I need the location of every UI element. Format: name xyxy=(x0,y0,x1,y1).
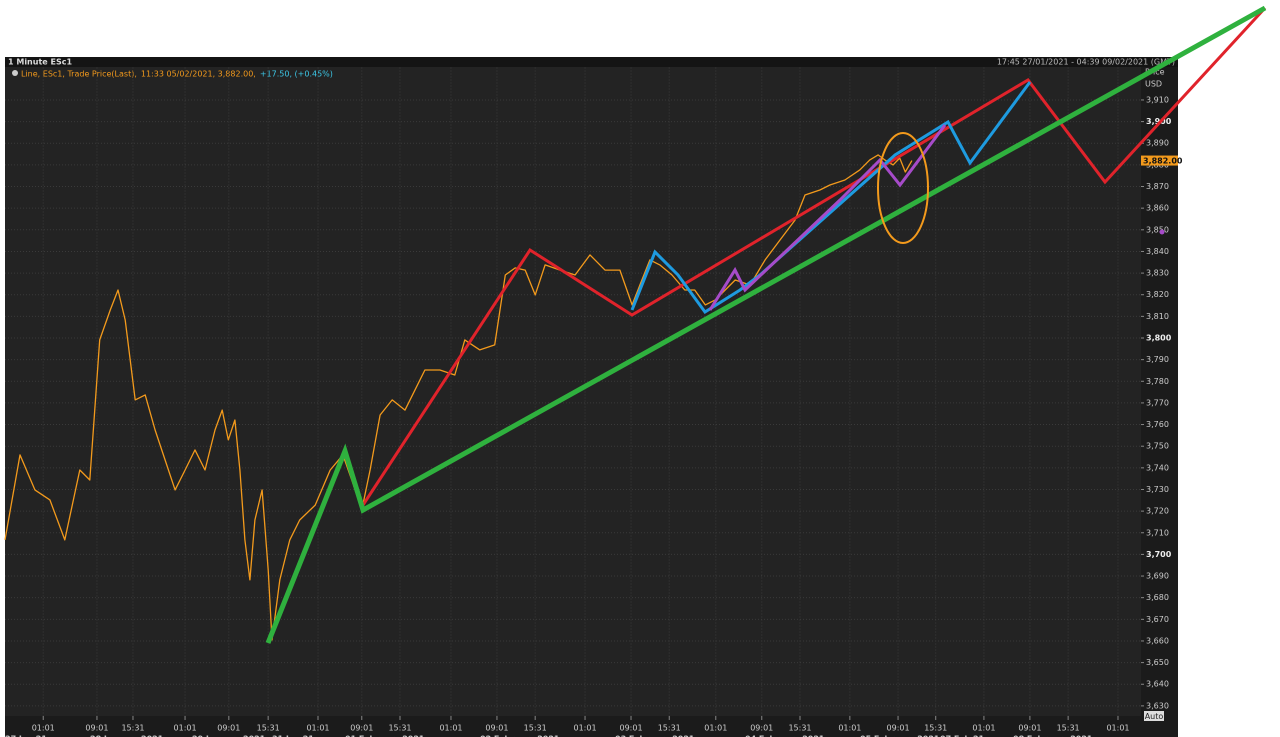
last-price-tag xyxy=(1141,155,1178,166)
time-axis-panel xyxy=(5,716,1141,737)
legend-entry[interactable]: Line, ESc1, Trade Price(Last), xyxy=(21,70,137,79)
x-tick-label: 01:01 xyxy=(306,724,329,733)
legend-change: +17.50, (+0.45%) xyxy=(260,70,333,79)
y-tick-label: 3,720 xyxy=(1146,507,1169,516)
date-label: 03 February 2021 xyxy=(615,735,695,737)
y-tick-label: 3,820 xyxy=(1146,290,1169,299)
y-tick-label: 3,740 xyxy=(1146,463,1169,472)
y-tick-label: 3,760 xyxy=(1146,420,1169,429)
x-tick-label: 15:31 xyxy=(1057,724,1080,733)
date-label: 04 February 2021 xyxy=(745,735,825,737)
y-tick-label: 3,790 xyxy=(1146,355,1169,364)
date-label: 02 February 2021 xyxy=(480,735,560,737)
y-tick-label: 3,840 xyxy=(1146,247,1169,256)
date-label: 08 February 2021 xyxy=(1013,735,1093,737)
date-label: 01 February 2021 xyxy=(345,735,425,737)
x-tick-label: 09:01 xyxy=(1018,724,1041,733)
x-tick-label: 09:01 xyxy=(887,724,910,733)
annotation-purple xyxy=(708,124,947,311)
annotation-ellipse xyxy=(877,132,929,244)
y-tick-label: 3,670 xyxy=(1146,615,1169,624)
price-axis-panel xyxy=(1141,67,1178,737)
last-price-label: 3,882.00 xyxy=(1143,157,1183,166)
x-tick-label: 01:01 xyxy=(574,724,597,733)
time-range: 17:45 27/01/2021 - 04:39 09/02/2021 (GMT… xyxy=(997,58,1175,67)
x-tick-label: 09:01 xyxy=(485,724,508,733)
x-tick-label: 01:01 xyxy=(439,724,462,733)
annotation-green xyxy=(265,5,1267,644)
x-tick-label: 09:01 xyxy=(750,724,773,733)
x-tick-label: 15:31 xyxy=(788,724,811,733)
legend-icon xyxy=(12,70,18,76)
x-tick-label: 09:01 xyxy=(217,724,240,733)
y-tick-label: 3,660 xyxy=(1146,636,1169,645)
y-tick-label: 3,690 xyxy=(1146,572,1169,581)
y-tick-label: 3,810 xyxy=(1146,312,1169,321)
y-tick-label: 3,870 xyxy=(1146,182,1169,191)
annotation-red xyxy=(361,6,1267,506)
scale-mode[interactable]: Auto xyxy=(1145,712,1164,721)
x-tick-label: 09:01 xyxy=(350,724,373,733)
header-bar xyxy=(5,57,1178,67)
date-label: 28 January 2021 xyxy=(90,735,164,737)
y-tick-label: 3,770 xyxy=(1146,398,1169,407)
y-tick-label: 3,750 xyxy=(1146,442,1169,451)
date-label: 07 Feb 21 xyxy=(940,735,985,737)
x-tick-label: 15:31 xyxy=(121,724,144,733)
y-tick-label: 3,730 xyxy=(1146,485,1169,494)
x-tick-label: 01:01 xyxy=(32,724,55,733)
annotation-blue xyxy=(630,81,1032,315)
y-tick-label: 3,860 xyxy=(1146,204,1169,213)
y-tick-label: 3,710 xyxy=(1146,528,1169,537)
y-tick-label: 3,680 xyxy=(1146,593,1169,602)
x-tick-label: 01:01 xyxy=(174,724,197,733)
x-tick-label: 09:01 xyxy=(85,724,108,733)
chart-title: 1 Minute ESc1 xyxy=(8,58,72,67)
y-axis-unit: USD xyxy=(1145,80,1162,89)
chart-panel xyxy=(5,57,1178,737)
x-tick-label: 15:31 xyxy=(924,724,947,733)
x-tick-label: 09:01 xyxy=(619,724,642,733)
x-tick-label: 15:31 xyxy=(257,724,280,733)
y-tick-label: 3,850 xyxy=(1146,225,1169,234)
date-label: 27 Jan 21 xyxy=(5,735,47,737)
scale-mode-box[interactable] xyxy=(1144,711,1164,721)
y-tick-label: 3,910 xyxy=(1146,95,1169,104)
y-tick-label: 3,700 xyxy=(1146,550,1172,559)
y-tick-label: 3,780 xyxy=(1146,377,1169,386)
y-tick-label: 3,640 xyxy=(1146,680,1169,689)
y-tick-label: 3,650 xyxy=(1146,658,1169,667)
x-tick-label: 15:31 xyxy=(658,724,681,733)
x-tick-label: 01:01 xyxy=(972,724,995,733)
y-tick-label: 3,890 xyxy=(1146,139,1169,148)
date-label: 05 February 2021 xyxy=(860,735,940,737)
y-tick-label: 3,830 xyxy=(1146,269,1169,278)
date-label: 31 Jan 21 xyxy=(272,735,314,737)
annotation-dot xyxy=(1159,229,1165,235)
date-label: 29 January 2021 xyxy=(192,735,266,737)
legend-info: 11:33 05/02/2021, 3,882.00, xyxy=(141,70,256,79)
x-tick-label: 01:01 xyxy=(1106,724,1129,733)
x-tick-label: 01:01 xyxy=(704,724,727,733)
price-line xyxy=(4,154,913,641)
x-tick-label: 01:01 xyxy=(838,724,861,733)
y-tick-label: 3,630 xyxy=(1146,701,1169,710)
x-tick-label: 15:31 xyxy=(524,724,547,733)
x-tick-label: 15:31 xyxy=(388,724,411,733)
y-tick-label: 3,800 xyxy=(1146,334,1172,343)
